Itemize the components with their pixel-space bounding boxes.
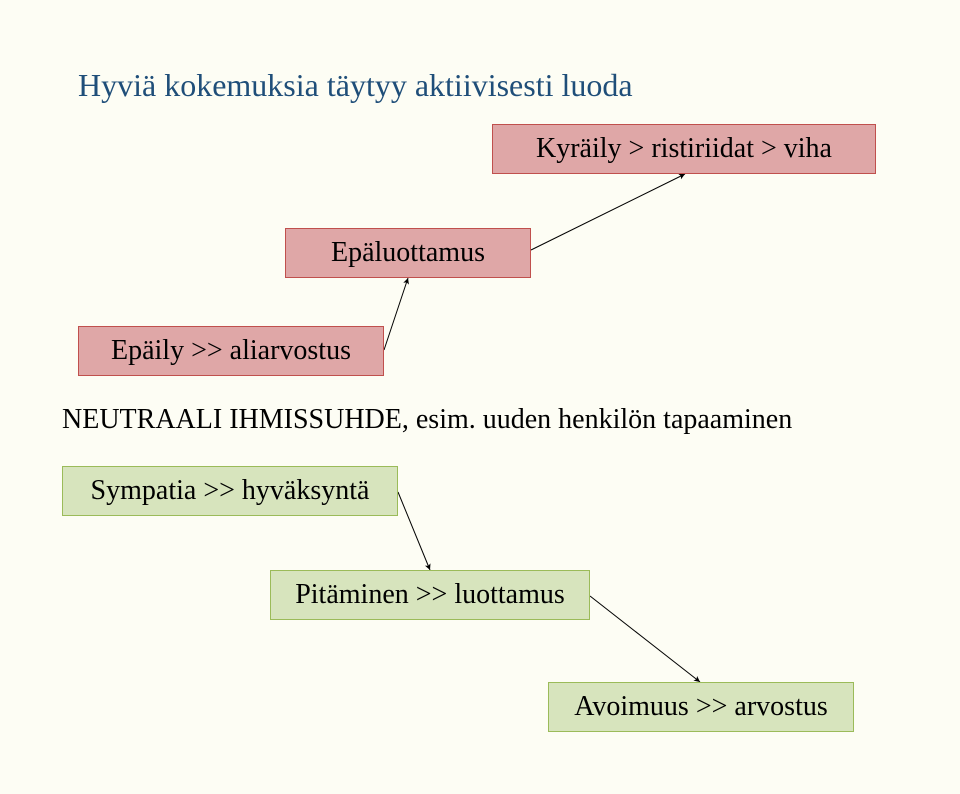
connector-layer — [0, 0, 960, 794]
neutral-line: NEUTRAALI IHMISSUHDE, esim. uuden henkil… — [62, 404, 792, 436]
box-epaluottamus-label: Epäluottamus — [331, 237, 485, 269]
box-avoimuus: Avoimuus >> arvostus — [548, 682, 854, 732]
box-pitaminen: Pitäminen >> luottamus — [270, 570, 590, 620]
box-avoimuus-label: Avoimuus >> arvostus — [574, 691, 828, 723]
box-pitaminen-label: Pitäminen >> luottamus — [295, 579, 565, 611]
box-sympatia: Sympatia >> hyväksyntä — [62, 466, 398, 516]
box-kyraily: Kyräily > ristiriidat > viha — [492, 124, 876, 174]
box-epaluottamus: Epäluottamus — [285, 228, 531, 278]
slide-title: Hyviä kokemuksia täytyy aktiivisesti luo… — [78, 67, 633, 104]
box-epaily: Epäily >> aliarvostus — [78, 326, 384, 376]
box-kyraily-label: Kyräily > ristiriidat > viha — [536, 133, 832, 165]
box-epaily-label: Epäily >> aliarvostus — [111, 335, 351, 367]
slide: Hyviä kokemuksia täytyy aktiivisesti luo… — [0, 0, 960, 794]
box-sympatia-label: Sympatia >> hyväksyntä — [91, 475, 370, 507]
